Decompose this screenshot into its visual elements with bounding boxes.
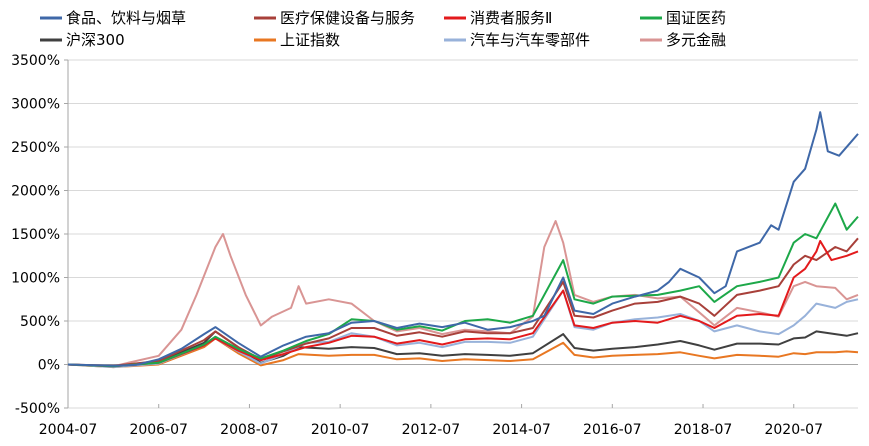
series-line: [67, 111, 859, 367]
legend-label: 多元金融: [666, 31, 726, 49]
x-tick-label: 2012-07: [402, 422, 461, 438]
legend-label: 上证指数: [280, 31, 340, 49]
x-tick-label: 2008-07: [220, 422, 279, 438]
legend-label: 国证医药: [666, 9, 726, 27]
plot-lines: [67, 111, 859, 369]
legend-item: 多元金融: [640, 31, 726, 49]
legend-item: 沪深300: [40, 31, 125, 49]
y-tick-label: 500%: [20, 314, 60, 330]
y-tick-label: 3000%: [11, 97, 60, 113]
series-line: [67, 202, 859, 368]
x-tick-label: 2004-07: [39, 422, 98, 438]
legend-item: 医疗保健设备与服务: [254, 9, 415, 27]
legend-item: 汽车与汽车零部件: [444, 31, 590, 49]
x-tick-label: 2014-07: [492, 422, 551, 438]
legend-item: 消费者服务Ⅱ: [444, 9, 552, 27]
y-tick-label: 3500%: [11, 53, 60, 69]
legend-item: 食品、饮料与烟草: [40, 9, 186, 27]
y-tick-label: 2000%: [11, 184, 60, 200]
x-tick-label: 2010-07: [311, 422, 370, 438]
legend-label: 医疗保健设备与服务: [280, 9, 415, 27]
y-tick-label: -500%: [15, 401, 60, 417]
legend-label: 汽车与汽车零部件: [470, 31, 590, 49]
y-tick-label: 1500%: [11, 227, 60, 243]
series-line: [67, 337, 859, 369]
y-tick-label: 2500%: [11, 140, 60, 156]
legend-item: 上证指数: [254, 31, 340, 49]
y-axis-tick-labels: -500% 0% 500% 1000% 1500% 2000% 2500% 3000% 3500…: [11, 53, 60, 417]
series-line: [67, 289, 859, 369]
legend-label: 食品、饮料与烟草: [66, 9, 186, 27]
x-tick-label: 2006-07: [129, 422, 188, 438]
series-line: [67, 240, 859, 368]
x-tick-label: 2020-07: [764, 422, 823, 438]
axes: [64, 59, 858, 409]
legend-item: 国证医药: [640, 9, 726, 27]
x-axis-tick-labels: 2004-07 2006-07 2008-07 2010-07 2012-07 2014-…: [39, 422, 823, 438]
x-tick-label: 2016-07: [583, 422, 642, 438]
legend-label: 沪深300: [66, 31, 125, 49]
x-tick-label: 2018-07: [674, 422, 733, 438]
y-tick-label: 0%: [38, 358, 60, 374]
legend-label: 消费者服务Ⅱ: [470, 9, 552, 27]
y-tick-label: 1000%: [11, 271, 60, 287]
